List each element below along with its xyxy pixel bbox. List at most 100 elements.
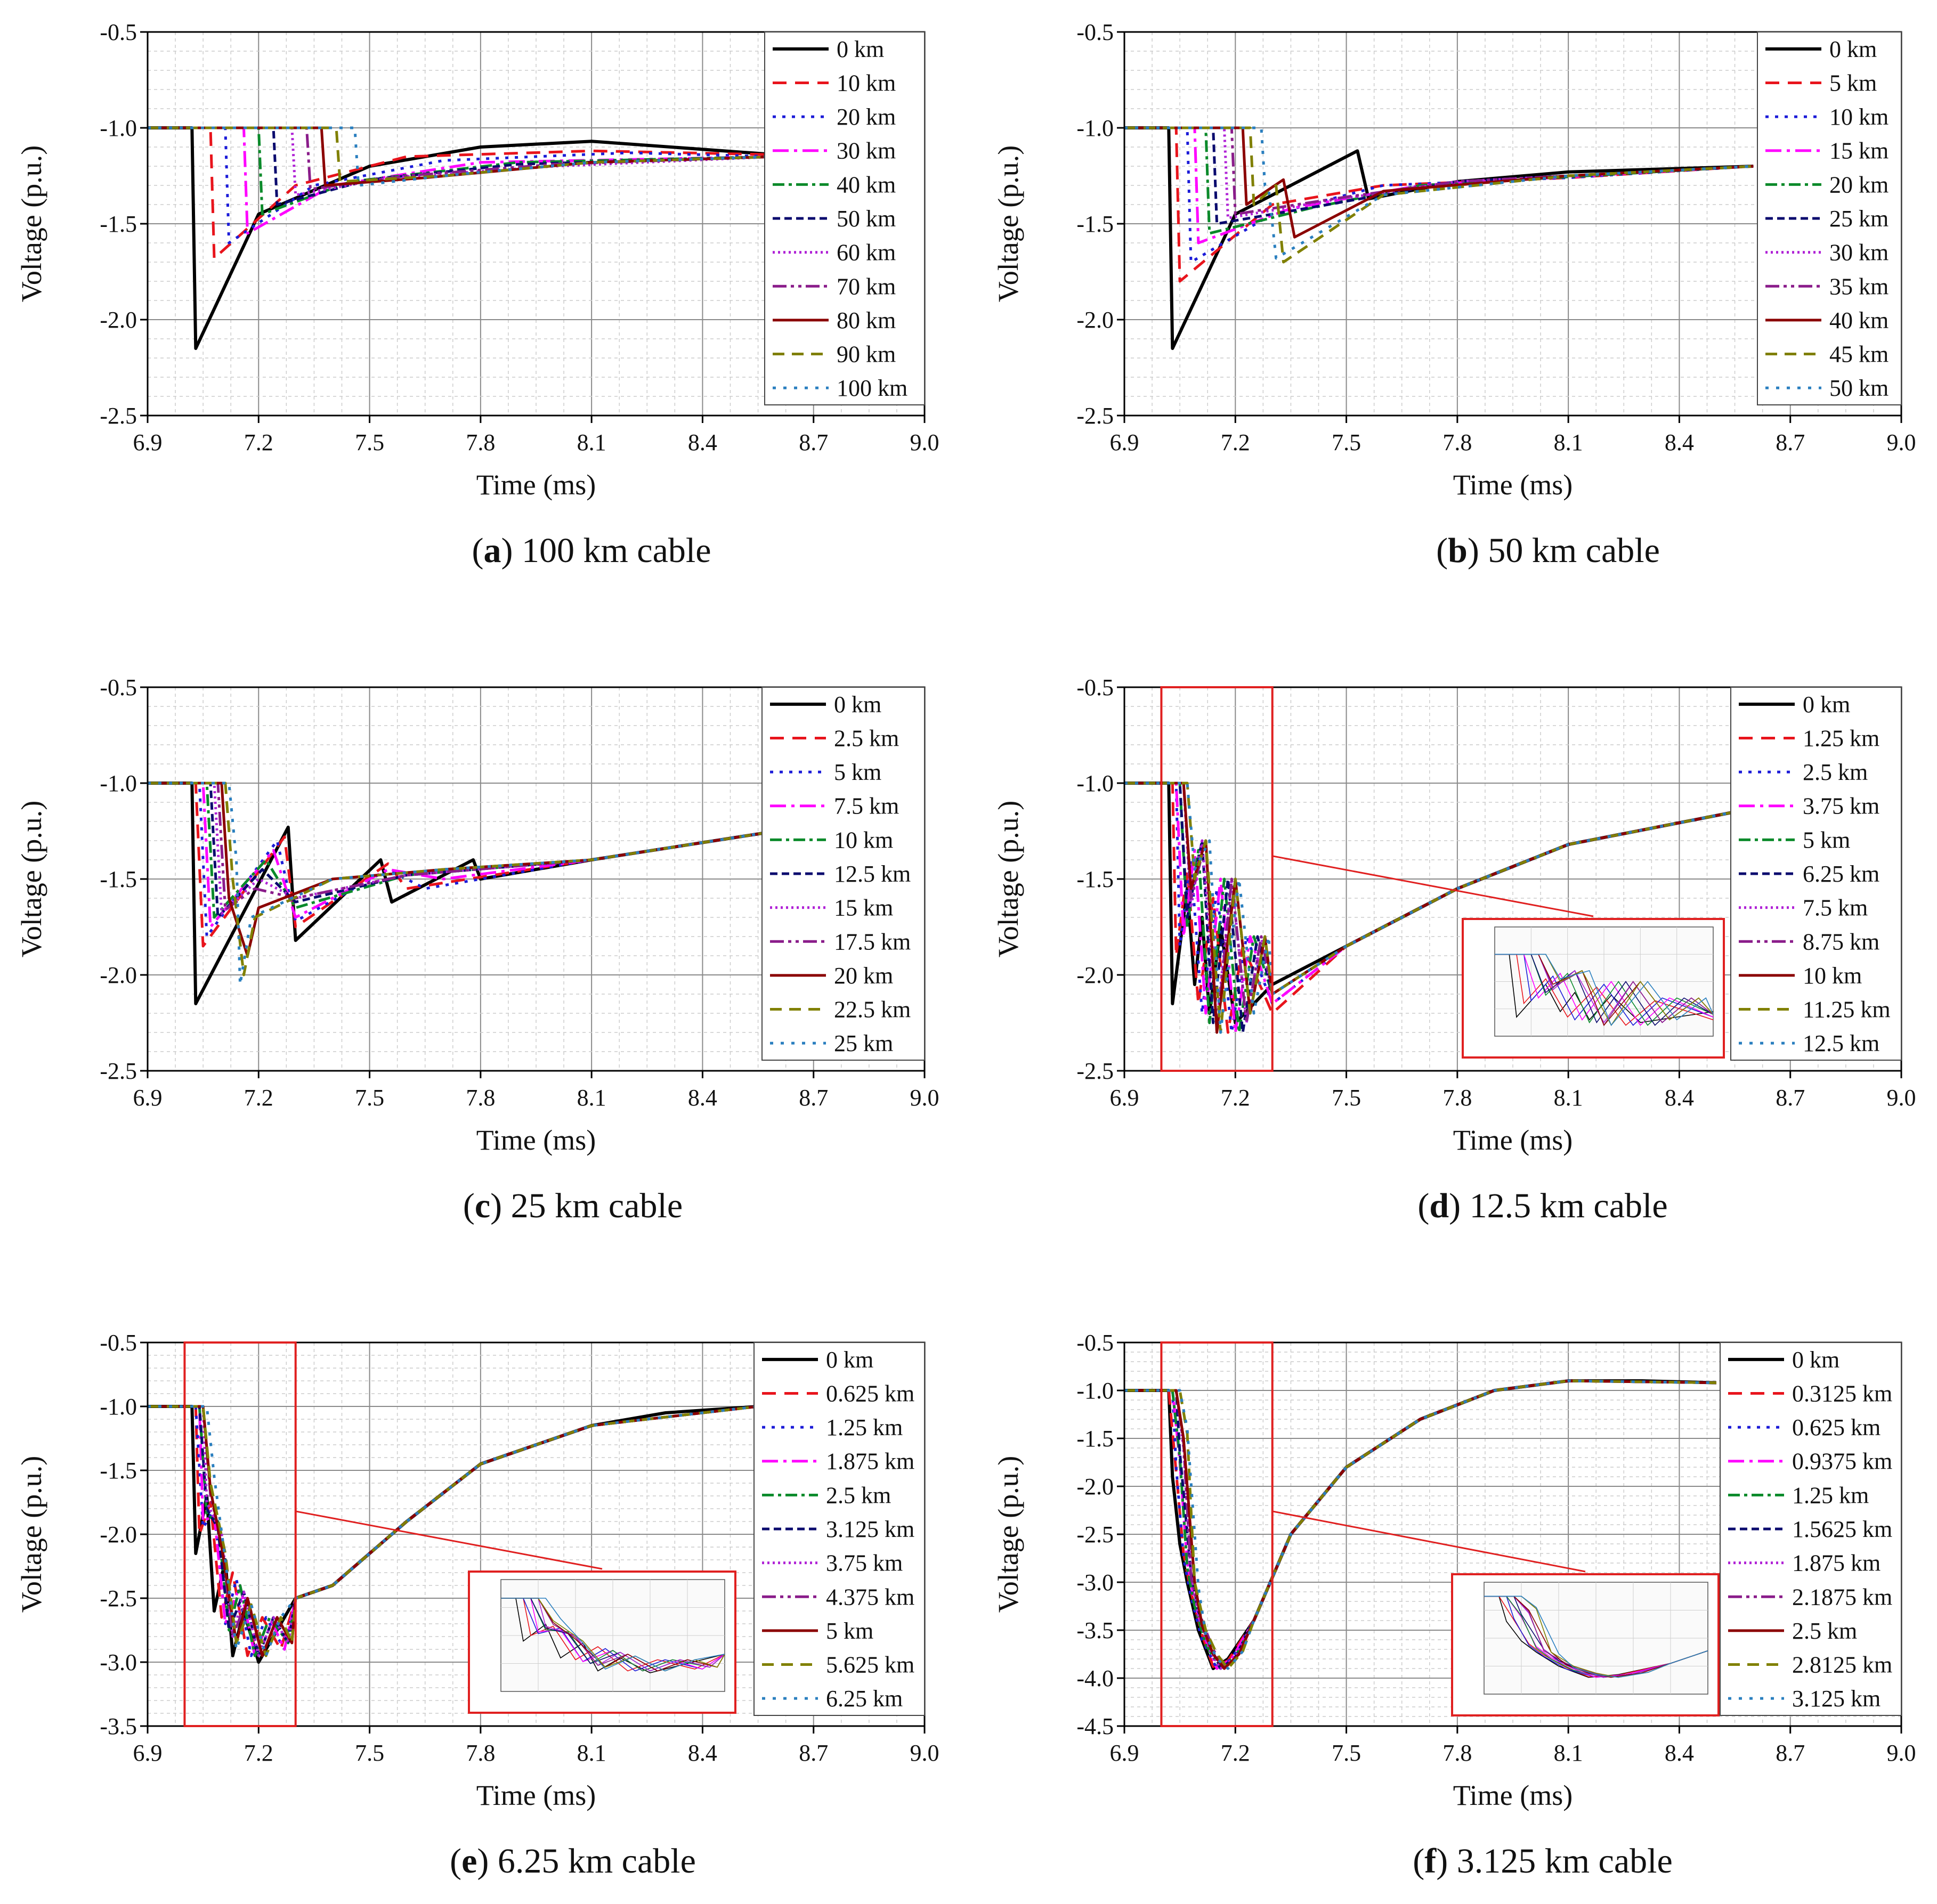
x-tick-label: 8.4 xyxy=(688,1740,717,1766)
caption-paren: ) xyxy=(477,1842,497,1881)
legend-entry: 90 km xyxy=(837,341,896,368)
legend-entry: 5 km xyxy=(834,759,881,785)
y-tick-label: -1.5 xyxy=(100,1458,137,1484)
legend-entry: 80 km xyxy=(837,307,896,333)
x-tick-label: 7.5 xyxy=(355,1740,384,1766)
series-line xyxy=(1124,782,1736,1034)
legend-entry: 5 km xyxy=(1803,827,1850,853)
legend-entry: 0 km xyxy=(1792,1347,1839,1373)
series-line xyxy=(148,1405,758,1657)
x-tick-label: 7.2 xyxy=(1221,1085,1250,1111)
x-tick-label: 6.9 xyxy=(133,429,163,455)
panel-caption: (d) 12.5 km cable xyxy=(1417,1186,1667,1225)
x-tick-label: 9.0 xyxy=(1887,429,1916,455)
legend-entry: 25 km xyxy=(1829,206,1889,232)
legend-entry: 1.25 km xyxy=(1803,725,1879,751)
legend-entry: 0 km xyxy=(834,691,881,718)
y-tick-label: -0.5 xyxy=(100,19,137,45)
x-axis-label: Time (ms) xyxy=(1453,1779,1573,1811)
panel-caption: (a) 100 km cable xyxy=(472,531,711,570)
series-line xyxy=(1124,126,1754,235)
legend-entry: 10 km xyxy=(837,70,896,96)
y-tick-label: -2.5 xyxy=(100,1058,137,1084)
series-line xyxy=(1124,126,1754,225)
panel-caption: (c) 25 km cable xyxy=(463,1186,683,1225)
y-axis-label: Voltage (p.u.) xyxy=(15,1456,47,1613)
inset-series-line xyxy=(1495,954,1713,1026)
y-tick-label: -1.0 xyxy=(1076,115,1114,141)
legend-entry: 3.75 km xyxy=(826,1550,903,1576)
x-tick-label: 7.8 xyxy=(1442,1085,1472,1111)
legend-entry: 0 km xyxy=(826,1347,873,1373)
x-tick-label: 7.8 xyxy=(1442,429,1472,455)
y-tick-label: -1.0 xyxy=(1076,1378,1114,1404)
legend: 0 km 0.3125 km 0.625 km 0.9375 km 1.25 km 1.5… xyxy=(1720,1342,1902,1716)
series-line xyxy=(148,1405,758,1657)
legend-entry: 7.5 km xyxy=(1803,895,1868,921)
x-tick-label: 7.2 xyxy=(244,1085,273,1111)
x-tick-label: 8.4 xyxy=(1665,1085,1694,1111)
caption-letter: f xyxy=(1424,1842,1437,1881)
legend-entry: 4.375 km xyxy=(826,1584,914,1610)
x-tick-label: 6.9 xyxy=(133,1740,163,1766)
legend-entry: 5 km xyxy=(826,1618,873,1644)
y-tick-label: -3.5 xyxy=(1076,1617,1114,1643)
zoom-inset xyxy=(468,1571,736,1714)
x-tick-label: 8.7 xyxy=(799,1740,828,1766)
legend-entry: 45 km xyxy=(1829,341,1889,368)
legend-entry: 1.875 km xyxy=(1792,1550,1881,1576)
y-tick-label: -1.0 xyxy=(100,1394,137,1420)
x-tick-label: 7.5 xyxy=(1332,1085,1361,1111)
legend-entry: 0 km xyxy=(837,36,884,62)
y-tick-label: -3.0 xyxy=(1076,1569,1114,1596)
x-tick-label: 8.1 xyxy=(577,1085,606,1111)
x-tick-label: 6.9 xyxy=(1110,1740,1139,1766)
legend-entry: 50 km xyxy=(1829,375,1889,401)
x-tick-label: 8.1 xyxy=(1554,429,1583,455)
legend: 0 km 5 km 10 km 15 km 20 km 25 km 30 km 35 km 40… xyxy=(1757,31,1902,405)
series-line xyxy=(148,782,777,977)
legend-entry: 35 km xyxy=(1829,273,1889,299)
y-tick-label: -0.5 xyxy=(100,1330,137,1356)
y-tick-label: -2.5 xyxy=(1076,1521,1114,1548)
inset-series-line xyxy=(501,1598,725,1672)
legend-entry: 3.125 km xyxy=(1792,1686,1881,1712)
x-tick-label: 7.2 xyxy=(244,429,273,455)
y-tick-label: -1.5 xyxy=(1076,866,1114,892)
zoom-region xyxy=(1160,1341,1274,1727)
series-line xyxy=(1124,782,1736,1034)
y-tick-label: -2.0 xyxy=(1076,307,1114,333)
x-axis-label: Time (ms) xyxy=(1453,1124,1573,1156)
legend-entry: 15 km xyxy=(834,895,893,921)
series-line xyxy=(148,126,777,183)
x-tick-label: 7.5 xyxy=(355,429,384,455)
series-group xyxy=(1124,126,1754,350)
caption-paren: ( xyxy=(1417,1186,1429,1225)
legend-entry: 2.5 km xyxy=(826,1482,891,1508)
panel-f: 6.9 7.2 7.5 7.8 8.1 8.4 8.7 9.0 -0.5 -1.0 -1.5 -2.0… xyxy=(992,1330,1916,1881)
series-line xyxy=(1124,1379,1716,1670)
legend-entry: 17.5 km xyxy=(834,929,911,955)
x-tick-label: 7.8 xyxy=(1442,1740,1472,1766)
y-tick-label: -2.0 xyxy=(100,307,137,333)
zoom-connector xyxy=(1272,855,1594,917)
caption-text: 100 km cable xyxy=(522,531,711,570)
x-tick-label: 7.8 xyxy=(466,429,495,455)
inset-series-line xyxy=(1495,954,1713,1026)
series-line xyxy=(148,782,777,1005)
caption-letter: b xyxy=(1448,531,1468,570)
series-line xyxy=(148,126,777,187)
x-tick-label: 9.0 xyxy=(1887,1085,1916,1111)
inset-series-line xyxy=(501,1598,725,1672)
y-axis-label: Voltage (p.u.) xyxy=(992,145,1024,302)
caption-paren: ( xyxy=(1413,1842,1424,1881)
legend-entry: 40 km xyxy=(837,172,896,198)
y-tick-label: -1.0 xyxy=(100,115,137,141)
inset-series-line xyxy=(1484,1596,1708,1678)
legend-entry: 5 km xyxy=(1829,70,1877,96)
legend-entry: 20 km xyxy=(1829,172,1889,198)
legend-entry: 7.5 km xyxy=(834,793,899,819)
series-line xyxy=(1124,1379,1716,1670)
series-line xyxy=(148,126,777,206)
legend-entry: 6.25 km xyxy=(826,1686,903,1712)
